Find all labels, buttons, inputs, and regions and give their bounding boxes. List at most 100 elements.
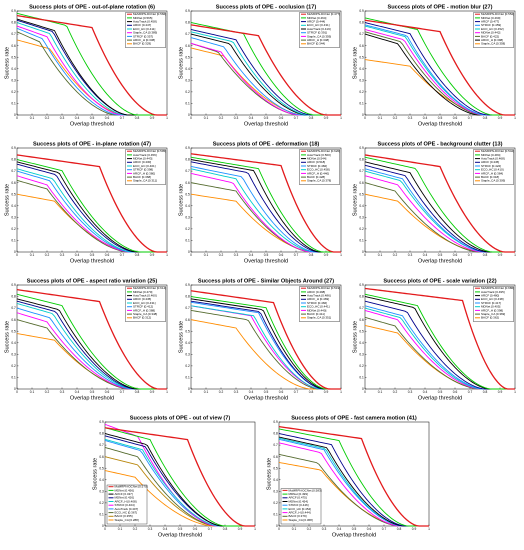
y-tick-label: 0.5 [11,329,16,333]
x-tick-label: 0.6 [105,390,110,394]
x-tick-label: 0 [190,390,192,394]
chart-title: Success plots of OPE - fast camera motio… [291,416,417,422]
y-tick-label: 0 [188,250,190,254]
y-tick-label: 0.5 [185,192,190,196]
legend-entry: STRCF [0.466] [307,301,327,305]
y-tick-label: 0.9 [359,146,364,150]
x-tick-label: 0.3 [408,390,413,394]
legend-entry: BACF [0.312] [133,316,151,320]
series-line [16,154,167,253]
y-tick-label: 0.9 [11,9,16,13]
y-tick-label: 0.1 [99,513,104,517]
chart-panel-9: Success plots of OPE - scale variation (… [352,276,522,404]
x-tick-label: 0.7 [468,390,473,394]
y-tick-label: 0.5 [359,329,364,333]
chart-svg: Success plots of OPE - out-of-plane rota… [5,5,169,128]
y-tick-label: 0 [362,113,364,117]
legend-box [473,286,514,322]
y-tick-label: 0.1 [185,376,190,380]
legend-entry: ARCF [0.477] [481,20,499,24]
x-tick-label: 0.8 [309,390,314,394]
x-tick-label: 0.6 [453,253,458,257]
series-line [190,159,341,253]
y-tick-label: 0 [362,387,364,391]
y-tick-label: 0.9 [359,9,364,13]
legend-entry: Staple_CA [0.359] [307,34,331,38]
legend-entry: MDNet [0.442] [481,31,501,35]
y-tick-label: 0.6 [359,181,364,185]
x-tick-label: 0.2 [393,390,398,394]
x-tick-label: 0 [16,390,18,394]
legend-entry: ARCF_H [0.338] [133,38,155,42]
y-axis-label: Success rate [5,321,11,353]
x-tick-label: 0.7 [120,116,125,120]
y-tick-label: 0.5 [359,55,364,59]
chart-panel-6: Success plots of OPE - background clutte… [352,139,522,267]
y-tick-label: 0.9 [359,283,364,287]
legend-box [106,484,148,525]
x-tick-label: 0.4 [75,116,80,120]
series-line [190,22,341,116]
x-tick-label: 0.3 [60,390,65,394]
x-tick-label: 0.5 [264,253,269,257]
x-tick-label: 0.4 [423,390,428,394]
x-tick-label: 0 [16,253,18,257]
chart-panel-4: Success plots of OPE - in-plane rotation… [4,139,174,267]
x-tick-label: 0.1 [204,116,209,120]
legend-entry: ARCF [0.445] [133,297,151,301]
x-tick-label: 1 [340,390,342,394]
legend-entry: STRCF [0.398] [133,168,153,172]
chart-svg: Success plots of OPE - aspect ratio vari… [5,279,169,402]
x-tick-label: 0.7 [120,390,125,394]
x-tick-label: 0.7 [208,527,213,531]
x-tick-label: 0.3 [60,253,65,257]
series-line [16,293,167,390]
chart-title: Success plots of OPE - in-plane rotation… [33,142,151,148]
chart-title: Success plots of OPE - occlusion (17) [216,5,317,11]
chart-title: Success plots of OPE - deformation (18) [213,142,320,148]
x-axis-label: Overlap threshold [418,122,462,128]
y-tick-label: 0.4 [359,67,364,71]
legend-entry: BACF [0.428] [307,175,325,179]
x-axis-label: Overlap threshold [332,533,376,539]
legend-entry: Staple_CA [0.351] [307,316,331,320]
x-tick-label: 0.3 [234,253,239,257]
y-tick-label: 0.2 [11,227,16,231]
x-tick-label: 0.6 [105,116,110,120]
legend-entry: AutoTrack [0.486] [307,294,331,298]
x-tick-label: 0.2 [393,116,398,120]
x-tick-label: 0.8 [135,116,140,120]
series-line [364,287,515,390]
legend-entry: ECO_HC [0.441] [307,305,330,309]
x-tick-label: 0.7 [294,116,299,120]
y-tick-label: 0.4 [273,478,278,482]
x-tick-label: 0.8 [483,253,488,257]
y-tick-label: 0.9 [185,283,190,287]
x-tick-label: 0.2 [219,390,224,394]
x-tick-label: 1 [166,390,168,394]
legend-entry: BACF [0.368] [133,175,151,179]
legend-entry: AutoTrack [0.460] [133,294,157,298]
x-tick-label: 0.4 [249,390,254,394]
y-tick-label: 0.8 [273,432,278,436]
legend-entry: STRCF [0.391] [307,31,327,35]
x-tick-label: 0.7 [294,253,299,257]
legend-entry: ARCF [0.518] [307,160,325,164]
chart-svg: Success plots of OPE - Similar Objects A… [179,279,343,402]
x-tick-label: 0.9 [498,253,503,257]
legend-entry: BACF [0.411] [307,312,325,316]
x-tick-label: 0.5 [438,116,443,120]
y-tick-label: 0.4 [99,478,104,482]
chart-title: Success plots of OPE - motion blur (27) [387,5,492,11]
legend-entry: BACF [0.422] [481,34,499,38]
x-tick-label: 0.2 [219,116,224,120]
legend-entry: ECO_HC [0.401] [133,164,156,168]
chart-panel-1: Success plots of OPE - out-of-plane rota… [4,2,174,130]
y-tick-label: 0.9 [185,9,190,13]
legend-entry: AutoTrack [0.468] [481,157,505,161]
x-tick-label: 0 [364,116,366,120]
x-tick-label: 0.5 [90,390,95,394]
legend-entry: ARCF_H [0.444] [289,511,311,515]
legend-entry: ARCF_H [0.398] [481,38,503,42]
chart-title: Success plots of OPE - aspect ratio vari… [27,279,158,285]
